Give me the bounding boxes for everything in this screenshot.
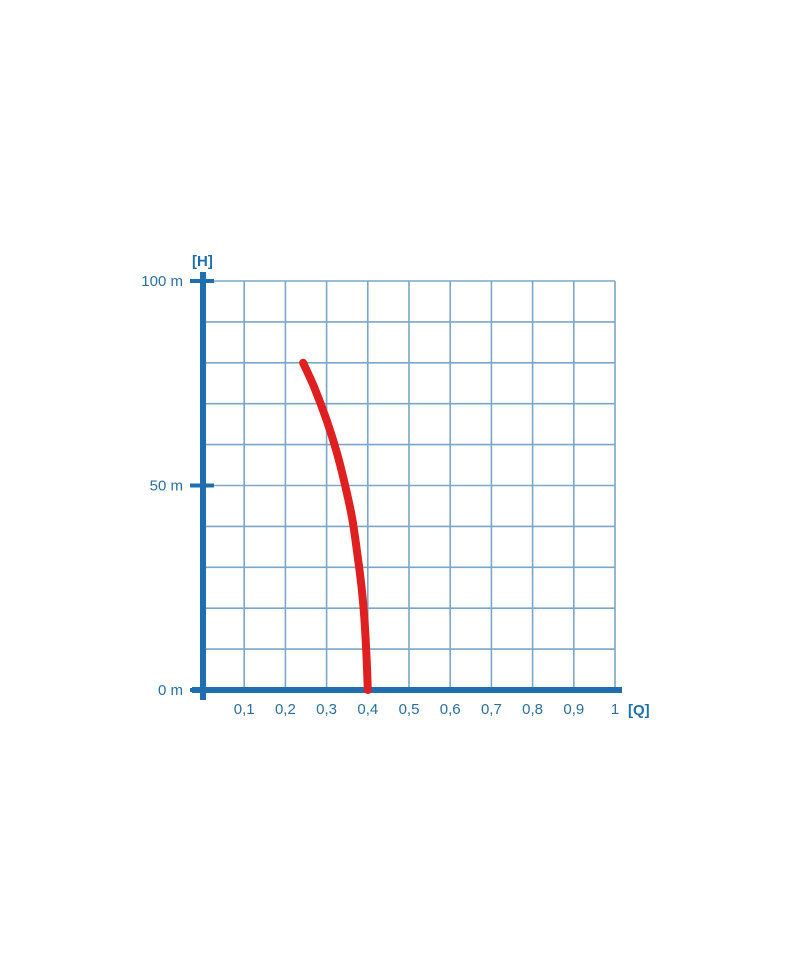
x-tick-label: 0,1 (234, 701, 255, 718)
x-tick-label-layer: 0,1 0,2 0,3 0,4 0,5 0,6 0,7 0,8 0,9 1 (234, 701, 619, 718)
y-tick-label-layer: 0 m 50 m 100 m (141, 273, 183, 699)
x-tick-label: 0,7 (481, 701, 502, 718)
series-layer (299, 358, 372, 694)
x-tick-label: 1 (611, 701, 619, 718)
y-tick-label: 100 m (141, 273, 183, 290)
x-axis-title: [Q] (628, 702, 650, 719)
x-tick-label: 0,5 (399, 701, 420, 718)
x-tick-label: 0,9 (563, 701, 584, 718)
x-tick-label: 0,6 (440, 701, 461, 718)
y-tick-label: 0 m (158, 682, 183, 699)
curve-pump-curve (299, 358, 372, 694)
grid-layer (203, 280, 616, 690)
x-tick-label: 0,3 (316, 701, 337, 718)
x-tick-label: 0,2 (275, 701, 296, 718)
y-tick-label: 50 m (150, 478, 183, 495)
x-tick-label: 0,8 (522, 701, 543, 718)
y-axis-title: [H] (192, 253, 213, 270)
tick-layer (190, 279, 214, 692)
x-tick-label: 0,4 (357, 701, 378, 718)
